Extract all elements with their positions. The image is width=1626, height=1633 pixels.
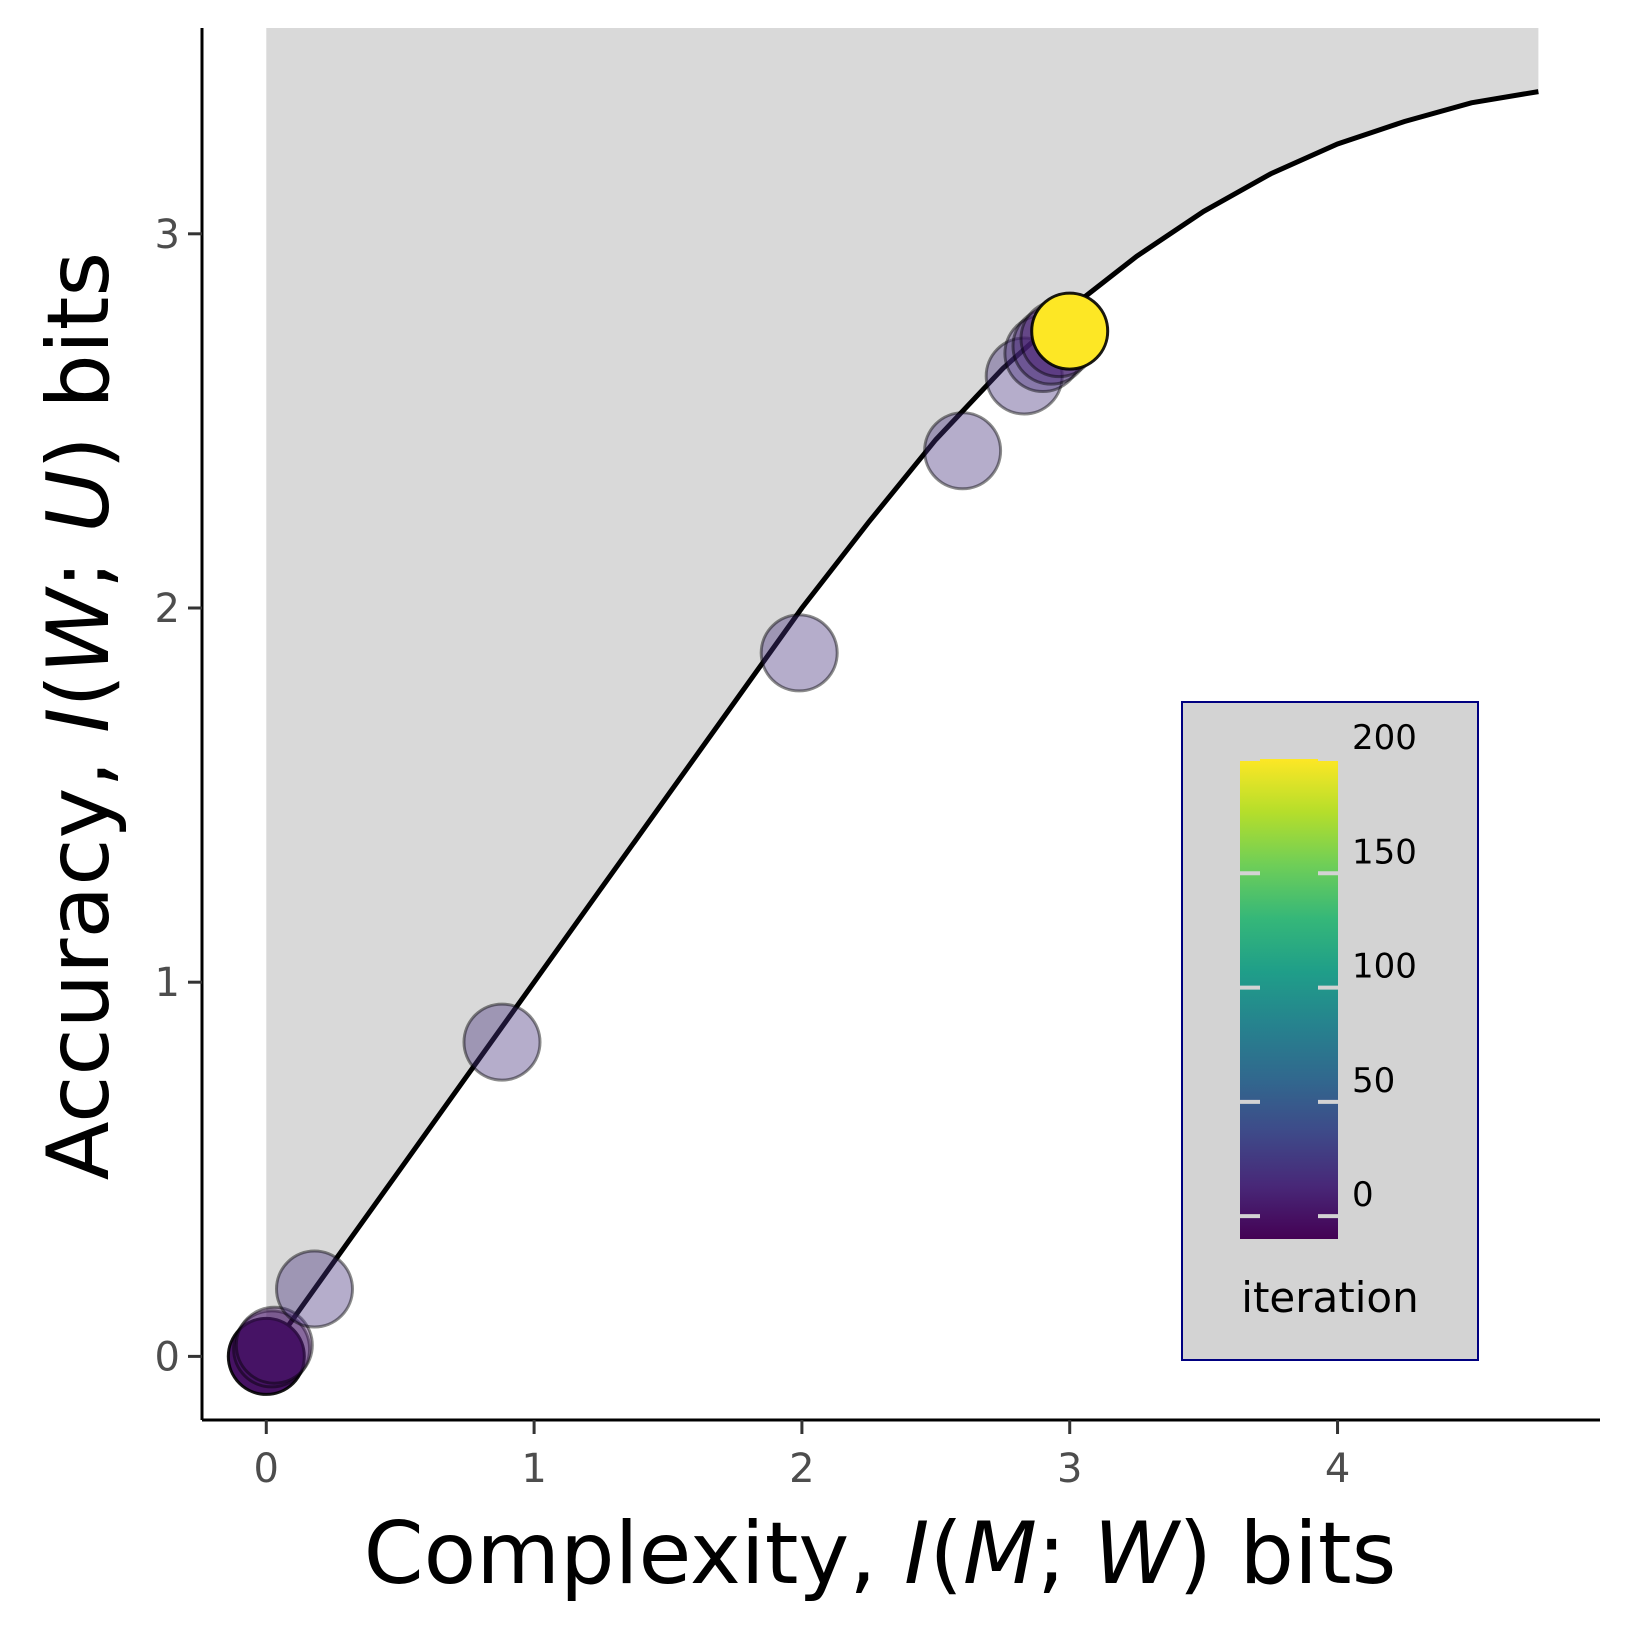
y-ticks: 0 1 2 3 xyxy=(155,212,202,1380)
data-point-4 xyxy=(462,1002,542,1082)
x-tick-label-0: 0 xyxy=(254,1446,279,1492)
colorbar-tick-label-4: 200 xyxy=(1352,718,1417,758)
y-title-math-5: U xyxy=(29,470,129,533)
y-title-suffix: bits xyxy=(29,252,129,436)
y-tick-label-2: 2 xyxy=(155,586,180,632)
data-point-1 xyxy=(232,1309,312,1389)
x-title-math-6: ) xyxy=(1179,1504,1213,1604)
x-title-suffix: bits xyxy=(1212,1504,1396,1604)
x-axis-title: Complexity, I(M; W) bits xyxy=(364,1504,1397,1604)
colorbar-gradient xyxy=(1240,759,1338,1239)
x-tick-label-4: 4 xyxy=(1325,1446,1350,1492)
y-title-math-6: ) xyxy=(29,436,129,470)
y-title-math-2: W xyxy=(29,586,129,674)
x-title-math-2: M xyxy=(963,1504,1037,1604)
data-point-3 xyxy=(275,1249,354,1329)
data-point-0 xyxy=(226,1316,306,1396)
y-axis-title: Accuracy, I(W; U) bits xyxy=(29,252,129,1181)
x-title-prefix: Complexity, xyxy=(364,1504,904,1604)
y-tick-label-0: 0 xyxy=(155,1334,180,1380)
y-title-math-4 xyxy=(29,533,129,560)
colorbar-legend: 0 50 100 150 200 iteration xyxy=(1181,701,1479,1361)
y-title-math-1: ( xyxy=(29,674,129,708)
x-tick-label-3: 3 xyxy=(1057,1446,1082,1492)
y-title-prefix: Accuracy, xyxy=(29,733,129,1180)
x-title-math-5: W xyxy=(1093,1504,1181,1604)
x-title-math-0: I xyxy=(904,1504,929,1604)
points-layer xyxy=(226,291,1110,1396)
data-point-5 xyxy=(759,613,839,693)
y-title-math-3: ; xyxy=(29,560,129,589)
x-title-math-4 xyxy=(1066,1504,1093,1604)
y-tick-label-3: 3 xyxy=(155,212,180,258)
feasible-region xyxy=(266,28,1539,1357)
y-title-math-0: I xyxy=(29,708,129,733)
plot-area xyxy=(226,28,1539,1396)
colorbar-tick-label-2: 100 xyxy=(1352,947,1417,987)
x-tick-label-1: 1 xyxy=(521,1446,546,1492)
axes: 0 1 2 3 4 0 1 2 3 xyxy=(155,28,1600,1492)
y-tick-label-1: 1 xyxy=(155,960,180,1006)
x-title-math-3: ; xyxy=(1037,1504,1066,1604)
x-ticks: 0 1 2 3 4 xyxy=(254,1420,1350,1492)
data-point-2 xyxy=(234,1305,314,1385)
bound-curve xyxy=(264,89,1539,1358)
colorbar-tick-label-1: 50 xyxy=(1352,1061,1395,1101)
colorbar-title: iteration xyxy=(1241,1273,1418,1322)
x-title-math-1: ( xyxy=(929,1504,963,1604)
colorbar-ticks: 0 50 100 150 200 xyxy=(1240,718,1417,1219)
data-point-6 xyxy=(923,411,1003,491)
data-point-11 xyxy=(1030,291,1110,371)
colorbar-tick-label-0: 0 xyxy=(1352,1175,1374,1215)
x-tick-label-2: 2 xyxy=(789,1446,814,1492)
colorbar-tick-label-3: 150 xyxy=(1352,832,1417,872)
